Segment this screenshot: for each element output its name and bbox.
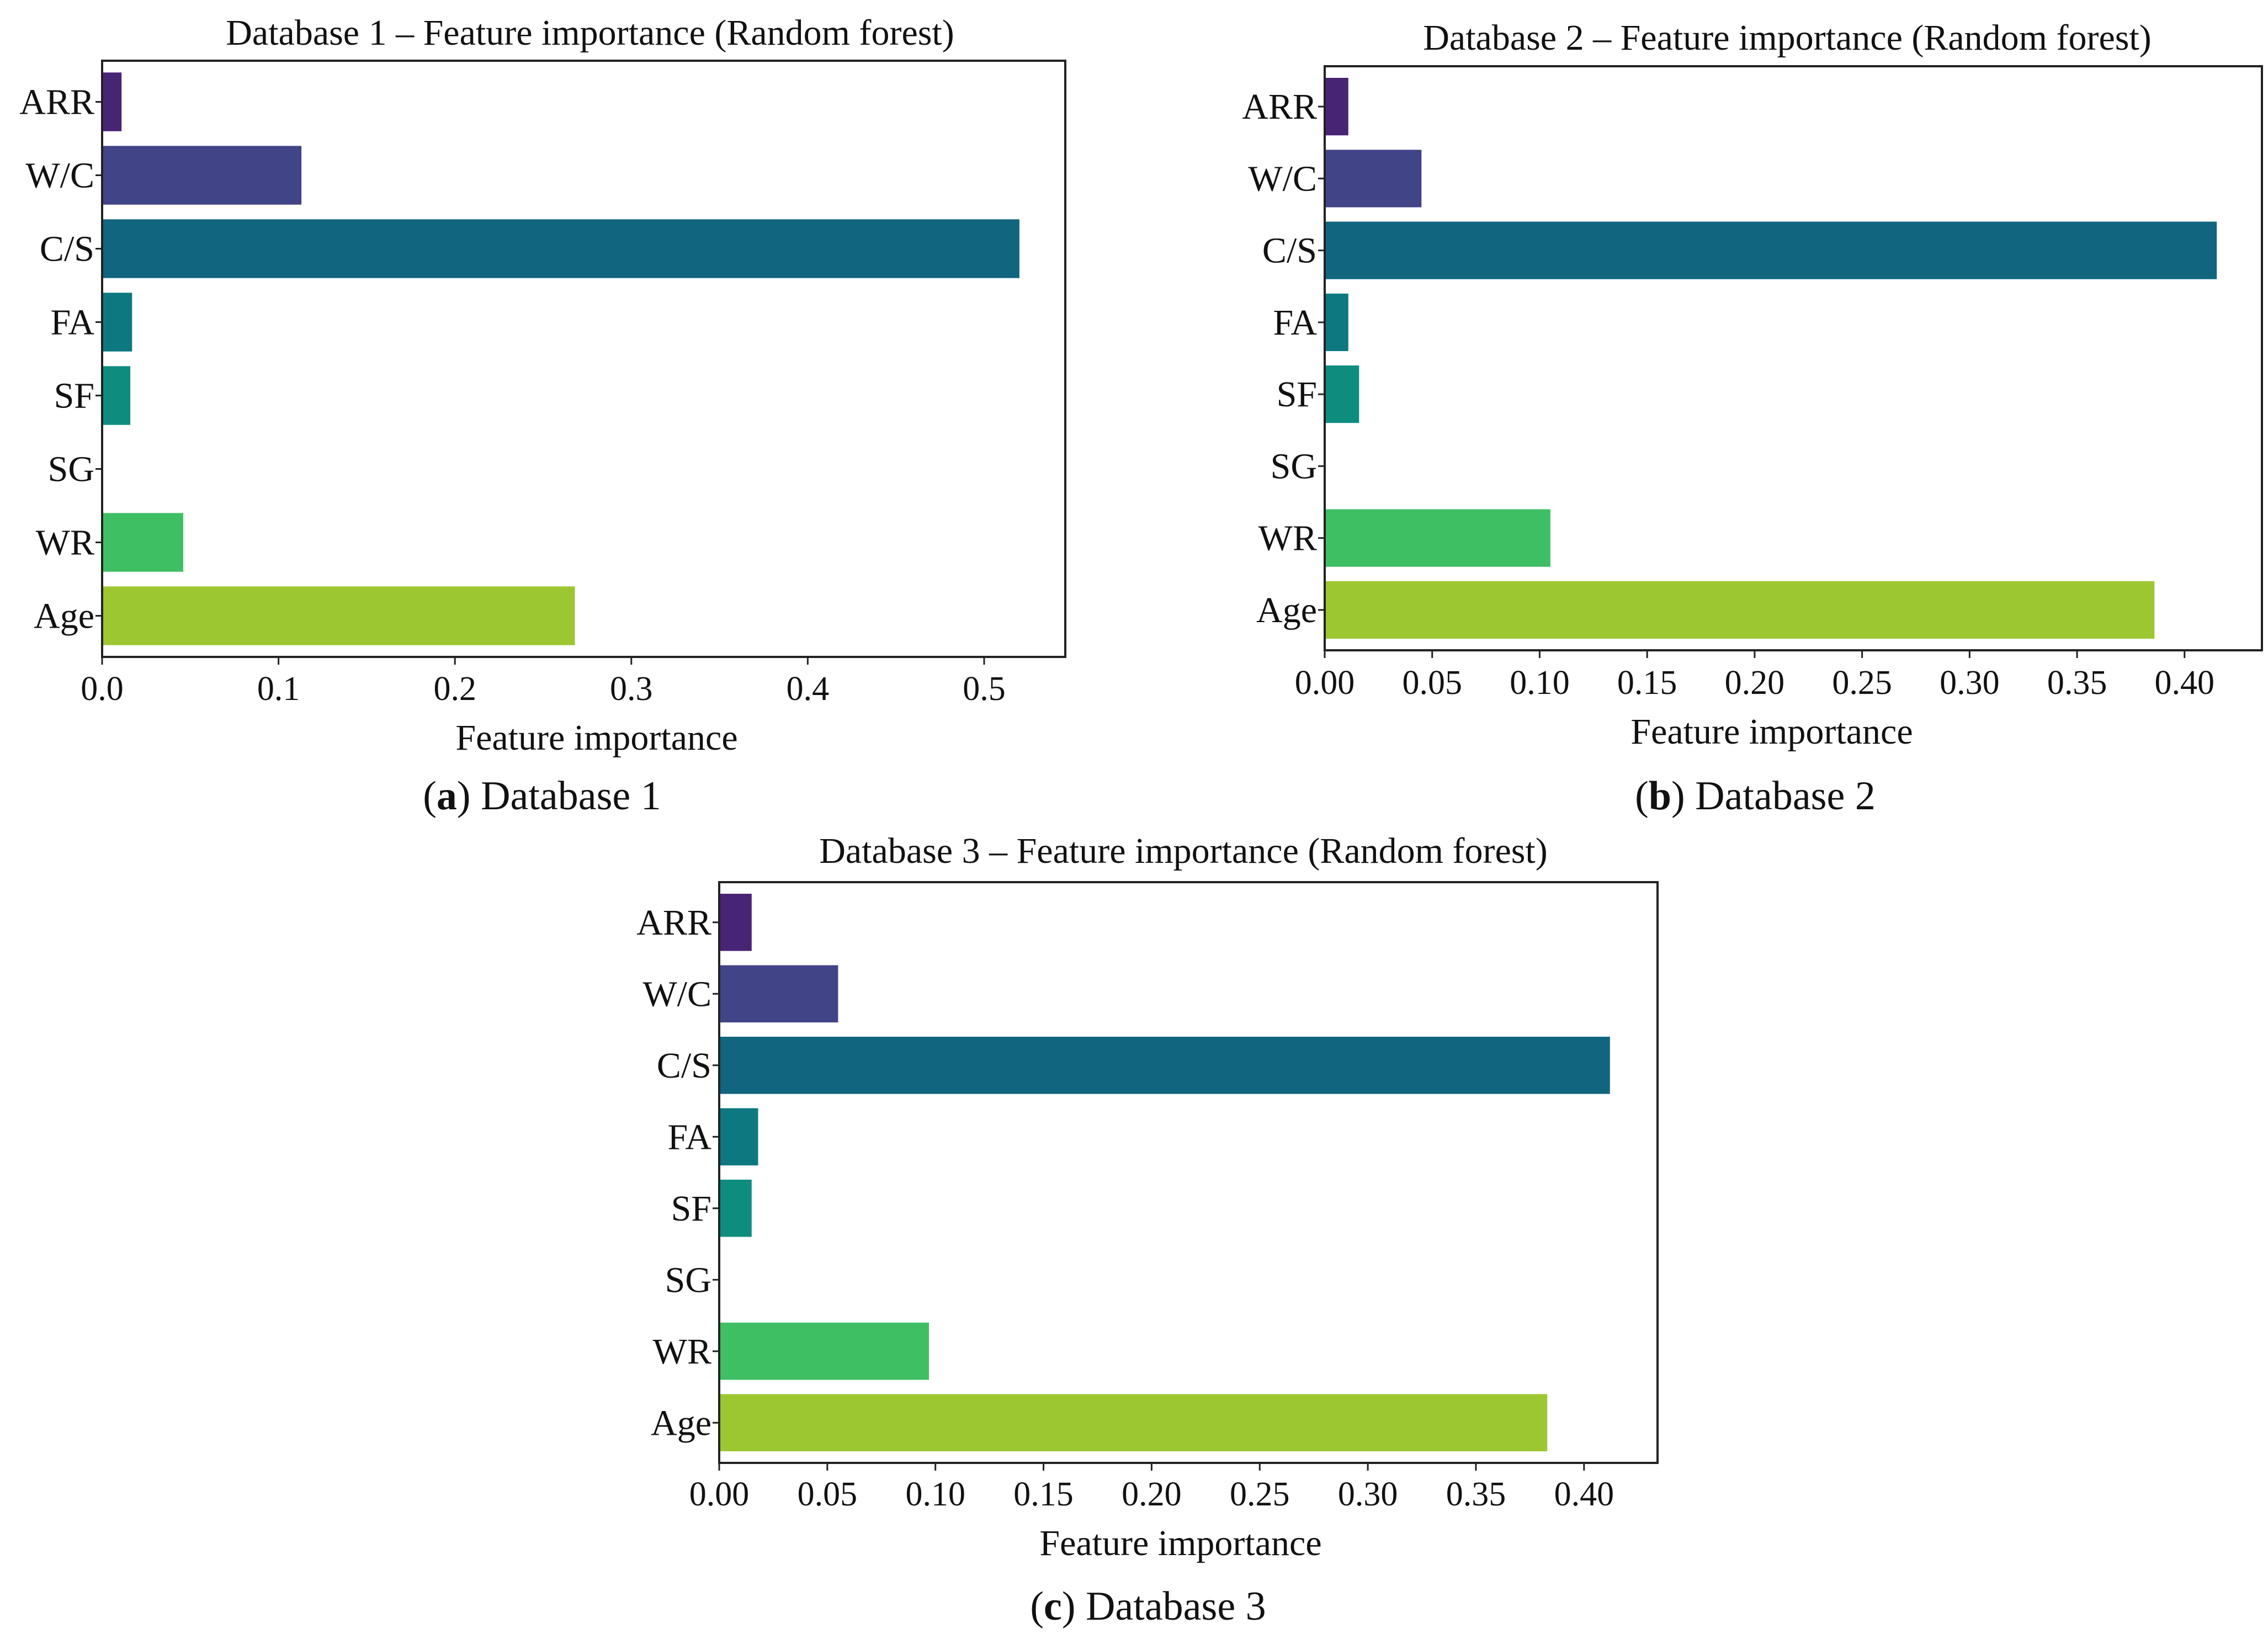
panel-c-xtick-label-6: 0.30 [1338,1476,1398,1513]
panel-b-xtick-label-6: 0.30 [1940,664,2000,702]
panel-b-bars [1325,78,2217,639]
panel-b-bar-age [1325,581,2155,639]
panel-b-frame [1324,65,2263,651]
panel-a-xtick-label-3: 0.3 [610,670,653,708]
panel-a-bar-arr [102,72,122,131]
panel-a-ylabel-c-s: C/S [40,229,94,269]
panel-c-caption-letter: c [1044,1584,1062,1629]
panel-a-caption: (a) Database 1 [423,773,661,819]
panel-b-xtick-label-7: 0.35 [2047,664,2107,702]
panel-c-bar-age [719,1394,1548,1451]
panel-b-ylabel-c-s: C/S [1262,231,1317,271]
panel-b-title: Database 2 – Feature importance (Random … [1423,18,2152,58]
panel-b: Database 2 – Feature importance (Random … [1242,18,2263,819]
panel-c-bar-w-c [719,965,838,1023]
panel-c-bar-sf [719,1179,752,1237]
panel-c-xtick-label-1: 0.05 [798,1476,858,1513]
panel-c-bar-fa [719,1108,758,1166]
panel-a-axes: ARR W/C C/S FA SF SG WR Age 0.0 0.1 0.2 0.3 0.4 0.5 [19,82,1005,708]
panel-b-bar-arr [1325,78,1348,136]
panel-b-ylabel-sg: SG [1271,446,1317,486]
panel-b-xtick-label-4: 0.20 [1725,664,1785,702]
panel-c-xlabel: Feature importance [1039,1523,1321,1563]
panel-b-bar-sf [1325,365,1359,423]
panel-c-xtick-label-0: 0.00 [689,1476,750,1513]
panel-a-frame [101,60,1066,658]
panel-a-bars [102,72,1019,645]
panel-b-ylabel-sf: SF [1277,374,1317,415]
panel-c-xtick-label-8: 0.40 [1554,1476,1614,1513]
panel-b-xtick-label-8: 0.40 [2155,664,2215,702]
panel-a-xtick-label-2: 0.2 [433,670,476,708]
panel-a-ylabel-arr: ARR [19,82,94,123]
panel-a-ylabel-wr: WR [36,523,94,563]
panel-b-xtick-label-1: 0.05 [1402,664,1462,702]
panel-b-caption-text: Database 2 [1695,773,1876,819]
panel-c-ylabel-sf: SF [671,1189,711,1229]
panel-b-ylabel-w-c: W/C [1248,158,1317,199]
panel-b-ylabel-arr: ARR [1242,87,1317,127]
panel-a-bar-age [102,586,575,645]
panel-a-bar-wr [102,513,183,572]
panel-c-title: Database 3 – Feature importance (Random … [819,831,1548,871]
panel-b-bar-fa [1325,293,1348,351]
panel-a-bar-c-s [102,219,1019,278]
panel-c-axes: ARR W/C C/S FA SF SG WR Age 0.00 0.05 0.10 0.15 0.20… [636,903,1614,1513]
panel-a-xtick-label-0: 0.0 [81,670,124,708]
panel-a-ylabel-w-c: W/C [25,156,94,196]
panel-b-ylabel-fa: FA [1273,303,1318,343]
panel-a-caption-letter: a [437,773,457,819]
panel-c-xtick-label-3: 0.15 [1013,1476,1074,1513]
panel-b-caption-letter: b [1649,773,1671,819]
panel-b-xtick-label-5: 0.25 [1832,664,1892,702]
panel-b-bar-c-s [1325,221,2217,279]
panel-c-ylabel-age: Age [651,1403,711,1443]
panel-c-bar-arr [719,894,752,951]
panel-b-axes: ARR W/C C/S FA SF SG WR Age 0.00 0.05 0.10 0.15 0.20… [1242,87,2214,702]
panel-a: Database 1 – Feature importance (Random … [19,13,1066,819]
panel-c-ylabel-sg: SG [665,1260,711,1300]
panel-a-bar-w-c [102,146,302,205]
panel-a-xtick-label-4: 0.4 [787,670,830,708]
panel-c-ylabel-fa: FA [668,1117,712,1157]
panel-c-ylabel-c-s: C/S [657,1046,711,1086]
panel-a-title: Database 1 – Feature importance (Random … [226,13,954,53]
panel-a-ylabel-fa: FA [51,303,95,343]
panel-b-xtick-label-0: 0.00 [1295,664,1355,702]
panel-c-bar-wr [719,1322,929,1380]
panel-b-ylabel-age: Age [1256,590,1317,630]
panel-b-bar-w-c [1325,150,1422,208]
panel-b-bar-wr [1325,509,1550,567]
panel-a-xtick-label-5: 0.5 [963,670,1006,708]
panel-c-caption-text: Database 3 [1086,1584,1266,1629]
panel-c-frame [718,881,1659,1464]
panel-c-ylabel-arr: ARR [636,903,711,943]
panel-c-ylabel-w-c: W/C [642,974,711,1014]
panel-a-ylabel-sf: SF [54,376,94,416]
panel-b-xtick-label-3: 0.15 [1617,664,1677,702]
panel-c-xtick-label-4: 0.20 [1122,1476,1182,1513]
panel-c-ylabel-wr: WR [653,1332,711,1372]
panel-a-xlabel: Feature importance [455,718,737,758]
panel-c-xtick-label-7: 0.35 [1446,1476,1506,1513]
panel-c: Database 3 – Feature importance (Random … [636,831,1659,1629]
panel-a-bar-fa [102,293,132,352]
panel-b-xlabel: Feature importance [1630,712,1913,752]
panel-c-bars [719,894,1610,1451]
panel-a-xtick-label-1: 0.1 [257,670,300,708]
panel-a-ylabel-age: Age [34,596,94,636]
panel-b-xtick-label-2: 0.10 [1510,664,1570,702]
panel-a-bar-sf [102,366,131,425]
panel-b-caption: (b) Database 2 [1635,773,1876,819]
panel-c-xtick-label-5: 0.25 [1230,1476,1290,1513]
panel-c-caption: (c) Database 3 [1030,1584,1266,1629]
panel-c-bar-c-s [719,1037,1610,1094]
panel-a-ylabel-sg: SG [48,449,94,490]
panel-b-ylabel-wr: WR [1258,518,1317,559]
panel-a-caption-text: Database 1 [481,773,661,819]
panel-c-xtick-label-2: 0.10 [905,1476,965,1513]
